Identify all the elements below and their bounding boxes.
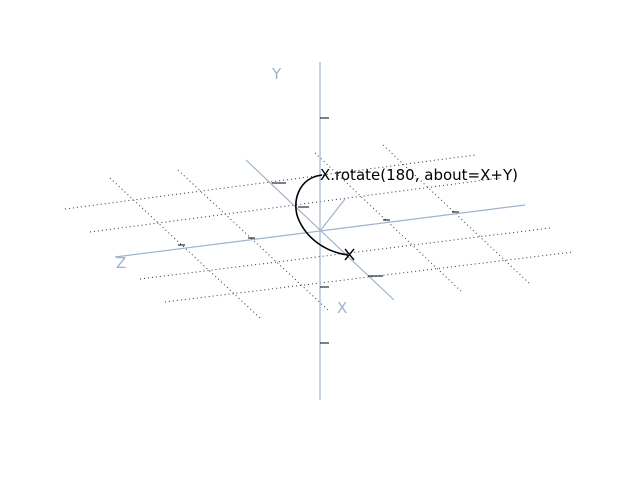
rotation-annotation: X.rotate(180, about=X+Y)	[320, 166, 518, 184]
x-axis-label: X	[337, 299, 347, 317]
marker-stroke	[344, 248, 355, 261]
x-axis	[245, 159, 395, 301]
rotation-arc	[295, 174, 349, 256]
axis-ticks	[178, 117, 459, 344]
endpoint-marker-x	[344, 248, 355, 261]
grid-line	[164, 251, 574, 303]
grid-line	[139, 227, 551, 280]
axes	[114, 62, 526, 400]
rotation-axis-vector	[319, 198, 346, 232]
z-axis-label: Z	[116, 254, 126, 272]
y-axis-label: Y	[271, 65, 282, 83]
grid-line	[89, 177, 501, 233]
